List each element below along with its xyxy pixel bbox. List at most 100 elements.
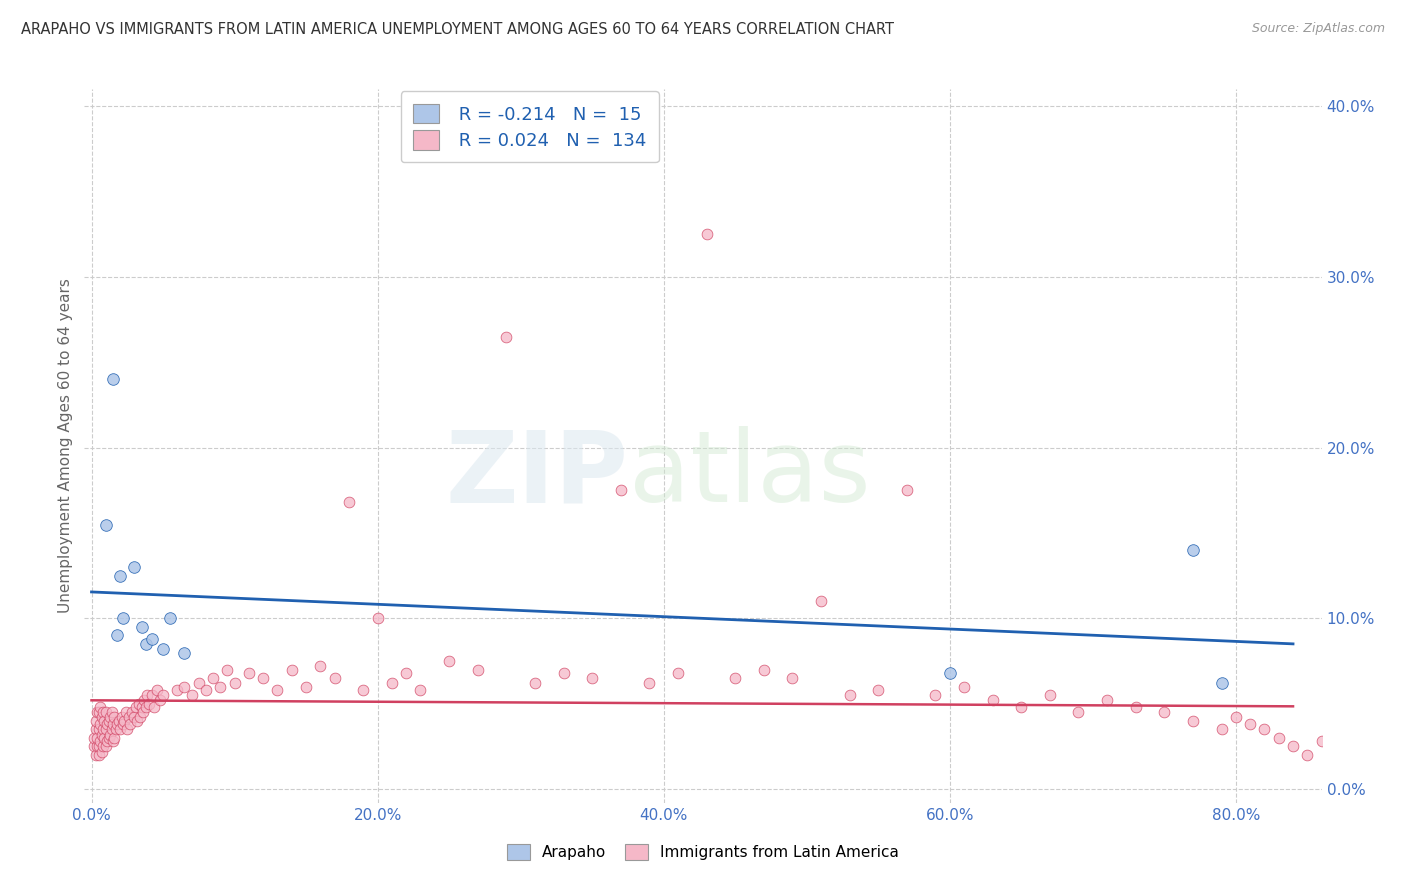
Point — [1382, 747, 1405, 762]
Point — [131, 620, 153, 634]
Point — [134, 693, 156, 707]
Point — [146, 683, 169, 698]
Point — [295, 680, 318, 694]
Point — [105, 628, 128, 642]
Point — [124, 710, 146, 724]
Point — [523, 676, 546, 690]
Point — [323, 671, 346, 685]
Point — [87, 747, 110, 762]
Point — [86, 731, 108, 745]
Point — [395, 666, 418, 681]
Point — [94, 706, 117, 720]
Point — [217, 663, 239, 677]
Point — [1181, 543, 1204, 558]
Point — [89, 717, 111, 731]
Point — [84, 714, 107, 728]
Point — [581, 671, 603, 685]
Point — [152, 688, 174, 702]
Point — [94, 517, 117, 532]
Point — [924, 688, 946, 702]
Point — [202, 671, 225, 685]
Point — [131, 700, 153, 714]
Point — [86, 706, 108, 720]
Point — [105, 717, 128, 731]
Point — [101, 372, 124, 386]
Point — [115, 706, 138, 720]
Point — [141, 632, 163, 646]
Point — [90, 727, 112, 741]
Point — [101, 734, 124, 748]
Point — [337, 495, 360, 509]
Point — [1296, 747, 1319, 762]
Point — [495, 330, 517, 344]
Point — [1211, 723, 1233, 737]
Point — [100, 723, 122, 737]
Point — [166, 683, 188, 698]
Point — [1010, 700, 1032, 714]
Point — [1239, 717, 1261, 731]
Point — [97, 714, 120, 728]
Point — [437, 654, 460, 668]
Point — [1253, 723, 1275, 737]
Point — [96, 734, 118, 748]
Text: ARAPAHO VS IMMIGRANTS FROM LATIN AMERICA UNEMPLOYMENT AMONG AGES 60 TO 64 YEARS : ARAPAHO VS IMMIGRANTS FROM LATIN AMERICA… — [21, 22, 894, 37]
Point — [98, 727, 121, 741]
Point — [128, 697, 150, 711]
Point — [87, 723, 110, 737]
Point — [101, 717, 124, 731]
Point — [96, 717, 118, 731]
Point — [1225, 710, 1247, 724]
Point — [89, 700, 111, 714]
Point — [127, 714, 149, 728]
Point — [159, 611, 181, 625]
Point — [121, 706, 143, 720]
Point — [266, 683, 288, 698]
Point — [173, 680, 195, 694]
Point — [84, 747, 107, 762]
Point — [638, 676, 661, 690]
Point — [173, 646, 195, 660]
Point — [90, 710, 112, 724]
Point — [132, 706, 155, 720]
Point — [100, 706, 122, 720]
Point — [138, 697, 160, 711]
Point — [124, 560, 146, 574]
Point — [696, 227, 718, 242]
Point — [666, 666, 689, 681]
Point — [110, 710, 132, 724]
Point — [1396, 756, 1406, 771]
Point — [938, 666, 960, 681]
Point — [1339, 751, 1361, 765]
Point — [252, 671, 274, 685]
Point — [1211, 676, 1233, 690]
Point — [868, 683, 890, 698]
Point — [84, 723, 107, 737]
Point — [149, 693, 172, 707]
Point — [1153, 706, 1175, 720]
Point — [1324, 745, 1347, 759]
Point — [180, 688, 202, 702]
Point — [238, 666, 260, 681]
Point — [1267, 731, 1289, 745]
Point — [93, 714, 115, 728]
Point — [87, 706, 110, 720]
Point — [381, 676, 404, 690]
Point — [281, 663, 304, 677]
Point — [152, 642, 174, 657]
Point — [810, 594, 832, 608]
Point — [117, 723, 139, 737]
Point — [91, 706, 114, 720]
Point — [94, 723, 117, 737]
Point — [135, 637, 157, 651]
Point — [1067, 706, 1090, 720]
Point — [97, 731, 120, 745]
Point — [103, 710, 125, 724]
Point — [143, 700, 166, 714]
Point — [752, 663, 775, 677]
Point — [1354, 756, 1376, 771]
Point — [112, 714, 135, 728]
Point — [782, 671, 804, 685]
Point — [83, 731, 105, 745]
Point — [111, 717, 134, 731]
Point — [91, 739, 114, 754]
